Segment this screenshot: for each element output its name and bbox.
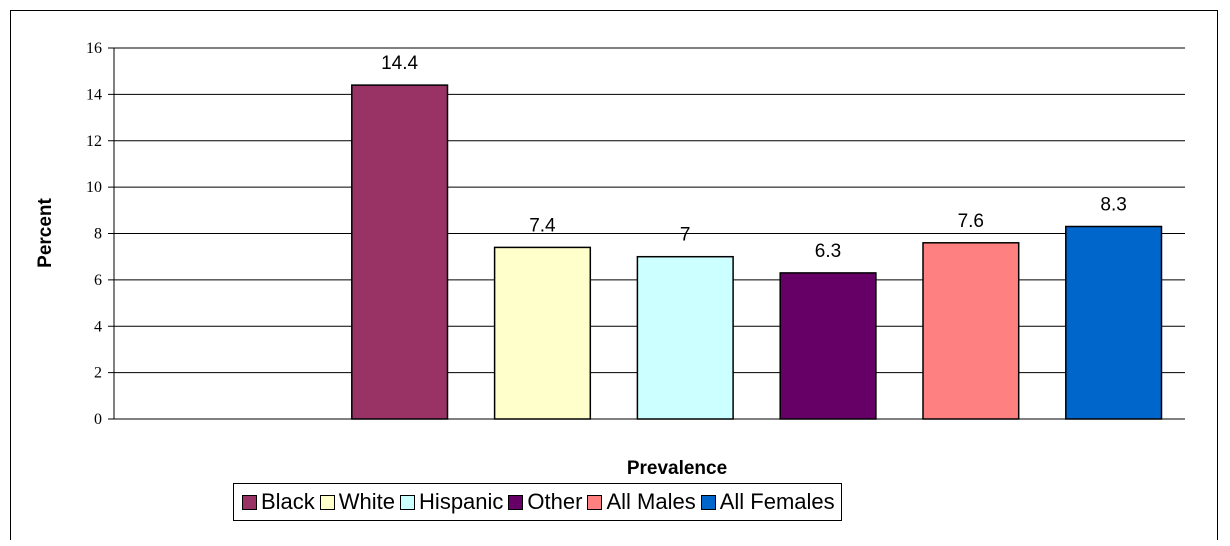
y-tick-label-10: 10 <box>86 179 102 196</box>
chart-frame <box>10 10 1218 540</box>
bar-hispanic <box>636 255 734 420</box>
y-axis-tick-labels: 0 2 4 6 8 10 12 14 16 <box>86 40 102 428</box>
legend-swatch-other <box>508 494 524 510</box>
legend-item-other: Other <box>508 489 582 515</box>
legend-label-other: Other <box>527 489 583 514</box>
legend-item-white: White <box>319 489 396 515</box>
y-tick-label-16: 16 <box>86 40 102 57</box>
legend-swatch-hispanic <box>400 494 416 510</box>
bar-all-females <box>1065 225 1163 420</box>
y-tick-label-6: 6 <box>94 272 102 289</box>
data-label-hispanic: 7 <box>680 225 691 246</box>
legend-swatch-black <box>242 494 257 510</box>
legend: Black White Hispanic Other All Males All Fema… <box>233 483 842 521</box>
data-label-all-males: 7.6 <box>958 211 984 232</box>
bar-white <box>493 246 592 420</box>
data-label-white: 7.4 <box>529 215 556 236</box>
data-label-other: 6.3 <box>815 241 841 262</box>
bar-all-males <box>922 242 1020 420</box>
data-label-black: 14.4 <box>381 53 418 74</box>
bars <box>351 84 1163 420</box>
y-axis-title: Percent <box>35 197 56 267</box>
data-label-all-females: 8.3 <box>1100 195 1126 216</box>
legend-label-hispanic: Hispanic <box>419 489 504 514</box>
legend-item-hispanic: Hispanic <box>400 489 503 515</box>
y-tick-label-12: 12 <box>86 133 102 150</box>
y-tick-label-4: 4 <box>94 318 102 335</box>
legend-swatch-all-males <box>587 494 603 510</box>
legend-label-all-females: All Females <box>719 489 835 514</box>
x-axis-title: Prevalence <box>627 458 727 479</box>
legend-swatch-white <box>319 494 335 510</box>
y-tick-label-8: 8 <box>94 226 102 243</box>
legend-label-all-males: All Males <box>606 489 696 514</box>
y-tick-label-0: 0 <box>94 411 102 428</box>
bar-other <box>779 272 877 420</box>
y-tick-label-14: 14 <box>86 86 102 103</box>
bar-black <box>351 84 449 420</box>
legend-label-black: Black <box>261 489 315 514</box>
legend-item-all-females: All Females <box>700 489 835 515</box>
legend-swatch-all-females <box>700 494 716 510</box>
data-labels: 14.4 7.4 7 6.3 7.6 8.3 <box>381 53 1127 262</box>
legend-item-all-males: All Males <box>587 489 696 515</box>
legend-item-black: Black <box>242 489 315 515</box>
legend-label-white: White <box>338 489 396 514</box>
y-tick-label-2: 2 <box>94 365 102 382</box>
